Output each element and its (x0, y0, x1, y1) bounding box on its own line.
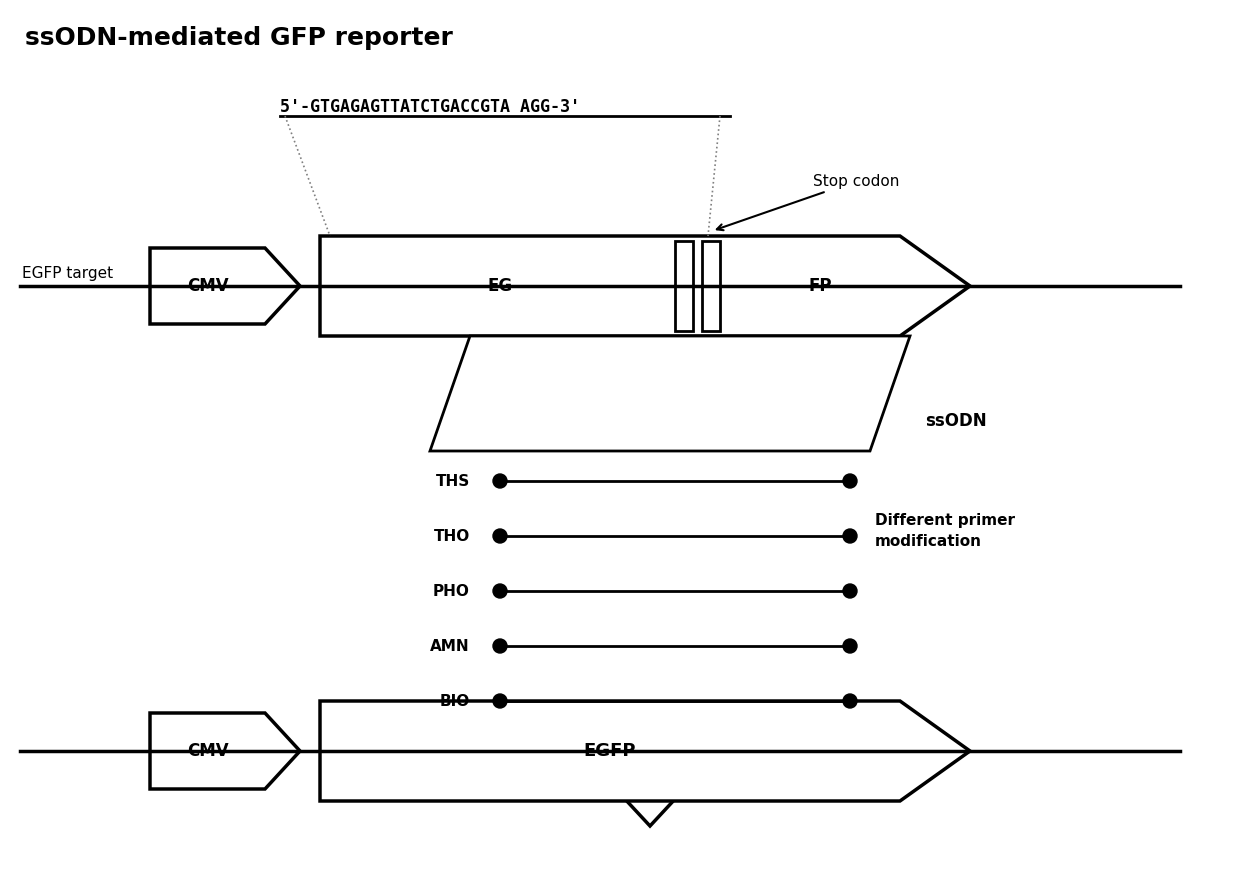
Circle shape (843, 584, 857, 598)
Polygon shape (320, 236, 970, 336)
Text: ssODN: ssODN (925, 412, 987, 430)
Text: AMN: AMN (430, 638, 470, 653)
Circle shape (843, 694, 857, 708)
Text: PHO: PHO (433, 584, 470, 598)
Text: THS: THS (435, 474, 470, 489)
Text: 5'-GTGAGAGTTATCTGACCGTA AGG-3': 5'-GTGAGAGTTATCTGACCGTA AGG-3' (280, 98, 580, 116)
Text: EG: EG (487, 277, 512, 295)
Circle shape (494, 584, 507, 598)
Circle shape (494, 529, 507, 543)
Circle shape (494, 694, 507, 708)
Text: FP: FP (808, 277, 832, 295)
Polygon shape (320, 701, 970, 801)
Bar (675, 241, 693, 331)
Polygon shape (430, 336, 910, 451)
Circle shape (494, 474, 507, 488)
Circle shape (494, 639, 507, 653)
Polygon shape (618, 756, 682, 826)
Text: Stop codon: Stop codon (717, 173, 899, 230)
Text: CMV: CMV (187, 277, 228, 295)
Bar (702, 241, 720, 331)
Circle shape (843, 529, 857, 543)
Text: Different primer
modification: Different primer modification (875, 513, 1016, 549)
Circle shape (843, 474, 857, 488)
Circle shape (843, 639, 857, 653)
Polygon shape (150, 248, 300, 324)
Text: CMV: CMV (187, 742, 228, 760)
Text: ssODN-mediated GFP reporter: ssODN-mediated GFP reporter (25, 26, 453, 50)
Text: EGFP: EGFP (584, 742, 636, 760)
Text: BIO: BIO (440, 693, 470, 708)
Text: EGFP target: EGFP target (22, 266, 113, 281)
Polygon shape (150, 713, 300, 789)
Text: THO: THO (434, 529, 470, 544)
